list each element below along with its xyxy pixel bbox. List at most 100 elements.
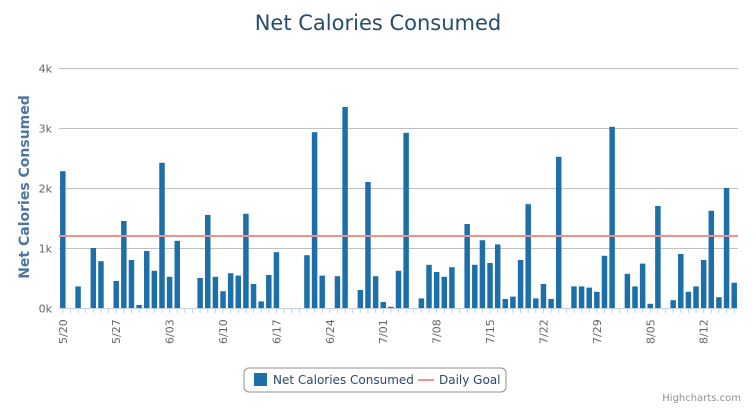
- bar-series: [60, 107, 737, 308]
- x-tick-label: 7/15: [484, 319, 497, 344]
- calorie-bar[interactable]: [639, 263, 646, 308]
- calorie-bar[interactable]: [502, 299, 509, 308]
- calorie-bar[interactable]: [60, 171, 66, 308]
- x-tick-label: 6/17: [270, 319, 283, 344]
- calorie-bar[interactable]: [708, 210, 715, 308]
- calorie-bar[interactable]: [174, 240, 180, 308]
- calorie-bar[interactable]: [243, 213, 249, 308]
- calorie-bar[interactable]: [75, 286, 81, 308]
- calorie-bar[interactable]: [655, 206, 661, 308]
- y-tick-label: 1k: [39, 243, 53, 256]
- calorie-bar[interactable]: [555, 156, 562, 308]
- calorie-bar[interactable]: [533, 298, 539, 308]
- calorie-bar[interactable]: [273, 252, 280, 308]
- calorie-bar[interactable]: [334, 276, 341, 308]
- calorie-bar[interactable]: [487, 263, 493, 308]
- calorie-bar[interactable]: [372, 276, 379, 308]
- calorie-bar[interactable]: [166, 276, 173, 308]
- calorie-bar[interactable]: [197, 278, 203, 308]
- calorie-bar[interactable]: [151, 270, 158, 308]
- calorie-bar[interactable]: [472, 264, 478, 308]
- legend-swatch-bar: [254, 373, 267, 386]
- calorie-bar[interactable]: [113, 281, 119, 308]
- x-tick-label: 7/08: [431, 319, 444, 344]
- calorie-bar[interactable]: [90, 248, 97, 308]
- calorie-bar[interactable]: [517, 260, 524, 308]
- y-axis-ticks: 0k 1k 2k 3k 4k: [39, 63, 53, 316]
- legend-item-calories[interactable]: Net Calories Consumed: [254, 373, 414, 387]
- calorie-bar[interactable]: [128, 260, 135, 308]
- calorie-bar[interactable]: [609, 126, 615, 308]
- calorie-bar[interactable]: [594, 291, 600, 308]
- legend-label-calories: Net Calories Consumed: [273, 373, 414, 387]
- calorie-bar[interactable]: [388, 306, 394, 308]
- calorie-bar[interactable]: [693, 286, 699, 308]
- calorie-bar[interactable]: [266, 275, 272, 308]
- calorie-bar[interactable]: [571, 286, 577, 308]
- calorie-bar[interactable]: [479, 240, 486, 308]
- calorie-bar[interactable]: [624, 273, 631, 308]
- calorie-bar[interactable]: [586, 287, 592, 308]
- calorie-bar[interactable]: [647, 303, 654, 308]
- calorie-bar[interactable]: [380, 302, 386, 308]
- legend-box: [243, 367, 507, 393]
- calorie-bar[interactable]: [121, 221, 127, 308]
- calorie-bar[interactable]: [426, 264, 432, 308]
- calorie-bar[interactable]: [449, 267, 455, 308]
- calorie-bar[interactable]: [319, 275, 325, 308]
- x-tick-label: 6/10: [217, 319, 230, 344]
- calorie-bar[interactable]: [433, 272, 440, 308]
- calorie-bar[interactable]: [464, 224, 470, 308]
- calorie-bar[interactable]: [548, 299, 554, 308]
- calorie-bar[interactable]: [578, 286, 585, 308]
- calorie-bar[interactable]: [136, 305, 142, 308]
- calorie-bar[interactable]: [212, 276, 219, 308]
- calorie-bar[interactable]: [220, 291, 226, 308]
- calorie-bar[interactable]: [143, 251, 150, 308]
- calorie-bar[interactable]: [311, 132, 318, 308]
- calorie-bar[interactable]: [510, 296, 516, 308]
- y-axis-title: Net Calories Consumed: [17, 95, 33, 279]
- calorie-bar[interactable]: [670, 300, 676, 308]
- x-tick-label: 7/29: [591, 319, 604, 344]
- legend: Net Calories Consumed Daily Goal: [243, 367, 507, 393]
- calorie-bar[interactable]: [441, 276, 448, 308]
- calorie-bar[interactable]: [98, 261, 104, 308]
- chart-title: Net Calories Consumed: [255, 11, 502, 35]
- calorie-bar[interactable]: [250, 284, 257, 308]
- calorie-bar[interactable]: [731, 282, 737, 308]
- calorie-bar[interactable]: [395, 270, 402, 308]
- x-tick-label: 7/22: [537, 319, 550, 344]
- calorie-bar[interactable]: [540, 284, 547, 308]
- calorie-bar[interactable]: [357, 290, 364, 308]
- calorie-bar[interactable]: [365, 182, 371, 308]
- calorie-bar[interactable]: [632, 286, 638, 308]
- calorie-bar[interactable]: [227, 273, 234, 308]
- credits-link[interactable]: Highcharts.com: [662, 393, 741, 404]
- calorie-bar[interactable]: [342, 107, 348, 308]
- calorie-bar[interactable]: [678, 254, 684, 308]
- x-tick-label: 6/24: [324, 319, 337, 344]
- calorie-bar[interactable]: [723, 188, 730, 308]
- calorie-bar[interactable]: [418, 298, 425, 308]
- calorie-bar[interactable]: [304, 255, 310, 308]
- x-tick-label: 5/27: [110, 319, 123, 344]
- calorie-bar[interactable]: [494, 244, 501, 308]
- calorie-bar[interactable]: [403, 132, 409, 308]
- y-tick-label: 2k: [39, 183, 53, 196]
- legend-label-goal: Daily Goal: [439, 373, 501, 387]
- y-tick-label: 3k: [39, 123, 53, 136]
- calorie-bar[interactable]: [685, 291, 692, 308]
- calorie-bar[interactable]: [205, 215, 211, 308]
- legend-item-goal[interactable]: Daily Goal: [418, 373, 501, 387]
- calorie-bar[interactable]: [601, 255, 608, 308]
- x-tick-label: 7/01: [377, 319, 390, 344]
- calorie-bar[interactable]: [700, 260, 707, 308]
- calorie-bar[interactable]: [258, 301, 264, 308]
- calorie-bar[interactable]: [235, 275, 242, 308]
- calorie-bar[interactable]: [525, 204, 531, 308]
- calorie-bar[interactable]: [716, 297, 722, 308]
- x-tick-label: 5/20: [57, 319, 70, 344]
- x-axis: 5/20 5/27 6/03 6/10 6/17 6/24 7/01 7/08 7/15 7/22…: [57, 308, 738, 344]
